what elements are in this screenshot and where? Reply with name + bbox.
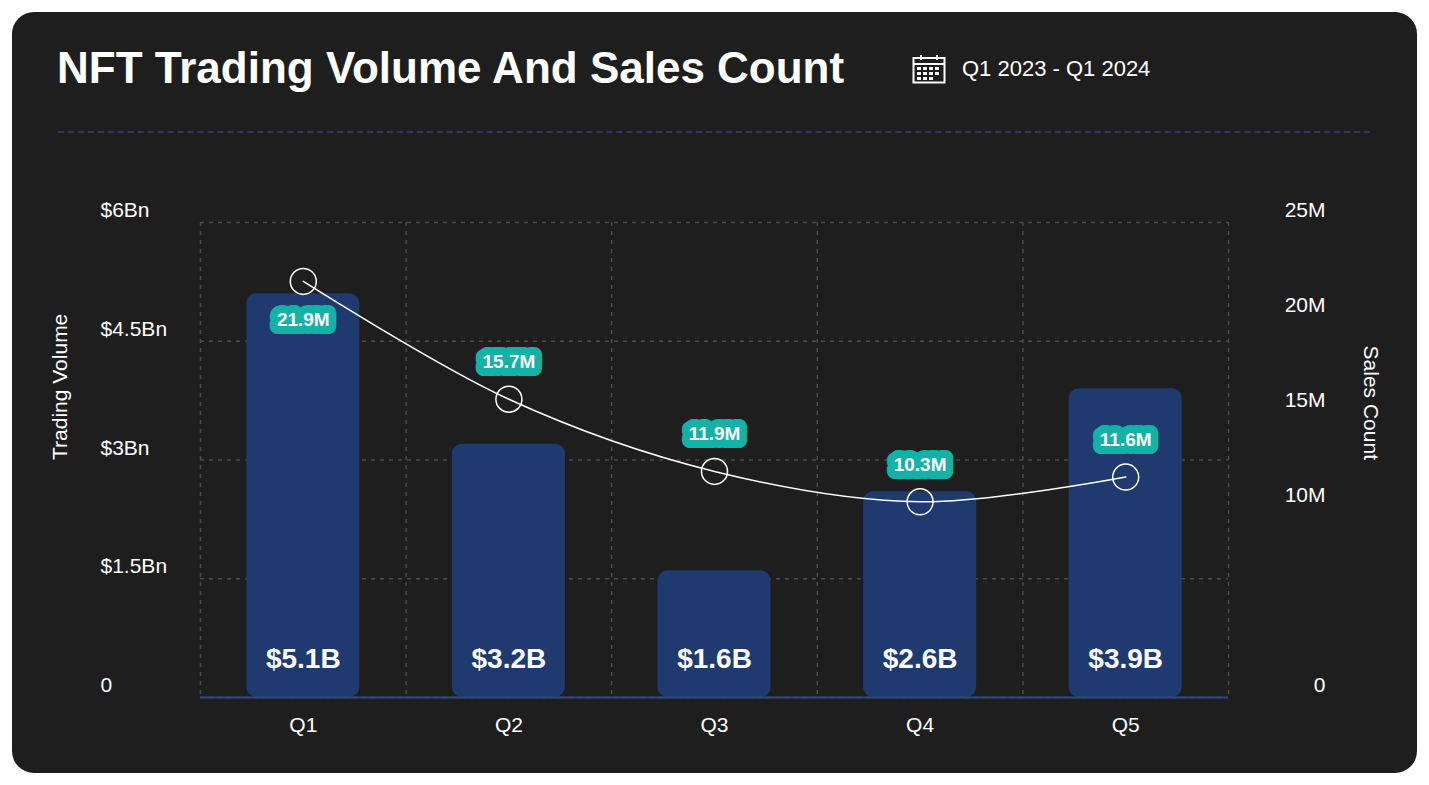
svg-text:$1.6B: $1.6B: [677, 643, 752, 674]
html-text:NFT Trading Volume And Sales C: NFT Trading Volume And Sales Count: [57, 43, 845, 92]
html-text:Q1 2023 - Q1 2024: Q1 2023 - Q1 2024: [962, 56, 1151, 81]
svg-text:0: 0: [101, 673, 113, 696]
svg-text:21.9M: 21.9M: [277, 309, 330, 330]
svg-text:Trading Volume: Trading Volume: [48, 314, 71, 460]
svg-text:11.9M: 11.9M: [689, 423, 741, 444]
svg-text:Q5: Q5: [1112, 713, 1140, 736]
svg-text:$5.1B: $5.1B: [266, 643, 341, 674]
svg-text:10M: 10M: [1285, 483, 1326, 506]
svg-text:Q4: Q4: [906, 713, 934, 736]
svg-text:11.6M: 11.6M: [1100, 429, 1152, 450]
svg-text:$6Bn: $6Bn: [101, 198, 150, 221]
svg-text:20M: 20M: [1285, 293, 1326, 316]
svg-text:$3Bn: $3Bn: [101, 436, 150, 459]
svg-text:25M: 25M: [1285, 198, 1326, 221]
svg-text:$1.5Bn: $1.5Bn: [101, 554, 168, 577]
svg-text:15.7M: 15.7M: [482, 351, 535, 372]
svg-text:Q3: Q3: [700, 713, 728, 736]
svg-text:15M: 15M: [1285, 388, 1326, 411]
svg-text:$2.6B: $2.6B: [883, 643, 958, 674]
svg-text:$3.2B: $3.2B: [472, 643, 547, 674]
svg-text:$3.9B: $3.9B: [1088, 643, 1163, 674]
svg-text:10.3M: 10.3M: [894, 454, 947, 475]
svg-text:$4.5Bn: $4.5Bn: [101, 317, 168, 340]
svg-text:Q2: Q2: [495, 713, 523, 736]
svg-text:Sales Count: Sales Count: [1360, 346, 1383, 461]
svg-text:Q1: Q1: [289, 713, 317, 736]
svg-text:0: 0: [1314, 673, 1326, 696]
